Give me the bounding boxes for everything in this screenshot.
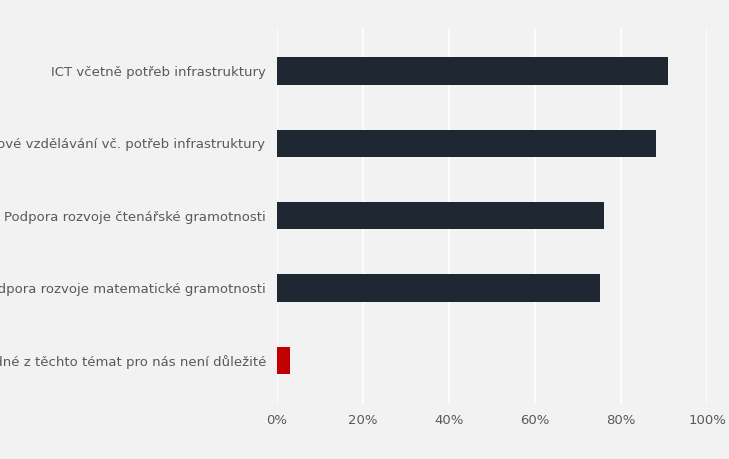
Bar: [277, 274, 599, 302]
Bar: [277, 202, 604, 230]
Bar: [277, 129, 655, 157]
Bar: [277, 57, 668, 85]
Bar: [277, 347, 290, 374]
